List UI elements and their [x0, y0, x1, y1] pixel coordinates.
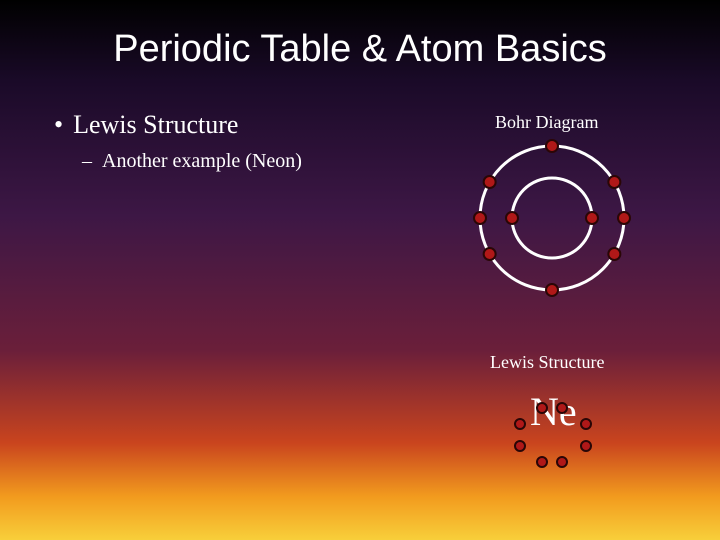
electron-dot-icon — [608, 248, 620, 260]
electron-dot-icon — [546, 140, 558, 152]
bullet-level1: • Lewis Structure — [54, 110, 354, 140]
lewis-dot-icon — [515, 441, 525, 451]
lewis-dot-icon — [515, 419, 525, 429]
bohr-shell — [480, 146, 624, 290]
electron-dot-icon — [474, 212, 486, 224]
lewis-dot-icon — [557, 457, 567, 467]
lewis-dot-icon — [557, 403, 567, 413]
bullet-level2: – Another example (Neon) — [82, 150, 354, 173]
electron-dot-icon — [586, 212, 598, 224]
bohr-diagram — [468, 134, 636, 302]
slide: Periodic Table & Atom Basics • Lewis Str… — [0, 0, 720, 540]
bohr-shell — [512, 178, 592, 258]
bullet-level2-text: Another example (Neon) — [102, 150, 302, 173]
lewis-dot-icon — [581, 441, 591, 451]
electron-dot-icon — [608, 176, 620, 188]
slide-title: Periodic Table & Atom Basics — [0, 28, 720, 71]
bullet-level1-text: Lewis Structure — [73, 110, 238, 140]
electron-dot-icon — [484, 248, 496, 260]
bullet-dot-icon: • — [54, 110, 63, 140]
electron-dot-icon — [546, 284, 558, 296]
lewis-label: Lewis Structure — [490, 352, 604, 373]
lewis-dot-icon — [537, 403, 547, 413]
lewis-structure-diagram — [511, 399, 595, 471]
lewis-dot-icon — [581, 419, 591, 429]
lewis-dot-icon — [537, 457, 547, 467]
bullet-dash-icon: – — [82, 150, 92, 173]
bohr-label: Bohr Diagram — [495, 112, 598, 133]
electron-dot-icon — [506, 212, 518, 224]
electron-dot-icon — [618, 212, 630, 224]
bullet-list: • Lewis Structure – Another example (Neo… — [54, 110, 354, 173]
electron-dot-icon — [484, 176, 496, 188]
